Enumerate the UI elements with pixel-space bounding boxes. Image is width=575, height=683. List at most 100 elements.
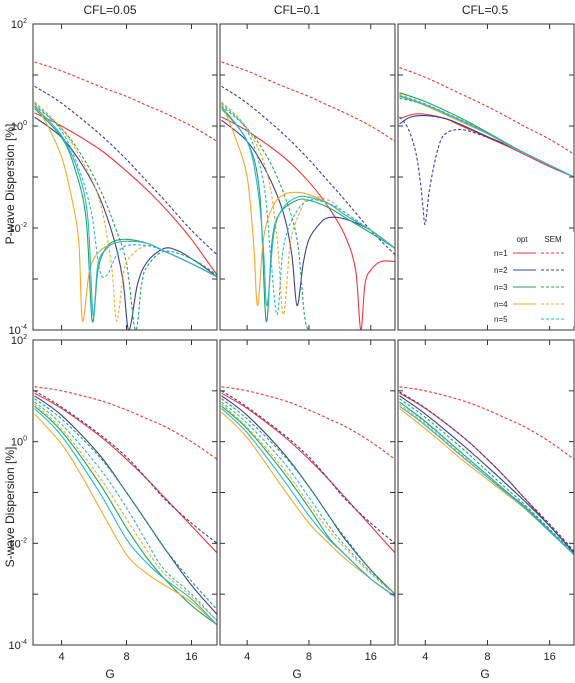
y-tick-exponent: -4: [21, 324, 27, 331]
x-axis-label-col3: G: [480, 667, 489, 681]
x-tick-label-4: 4: [58, 651, 64, 663]
y-tick-exponent: -4: [21, 639, 27, 646]
panel-4: 4 8 16 10-4 10-2 100 102: [9, 334, 218, 663]
series-n1-sem: [34, 386, 217, 460]
panel-3-series: [399, 67, 574, 226]
panel-1-series: [34, 61, 217, 330]
y-tick-label-1e-2: 10-2: [9, 222, 28, 235]
y-tick-exponent: 0: [23, 436, 27, 443]
series-n2-opt: [34, 116, 217, 330]
p-wave-ylabel: P-wave Dispersion [%]: [3, 124, 17, 245]
column-title-cfl-0-1: CFL=0.1: [274, 3, 321, 17]
series-n1-sem: [221, 386, 395, 460]
series-n4-opt: [34, 413, 217, 626]
x-tick-label-8: 8: [484, 651, 490, 663]
series-n3-opt: [221, 108, 395, 322]
legend-label-n2: n=2: [494, 266, 508, 275]
series-n3-sem: [221, 105, 395, 330]
legend-label-n5: n=5: [494, 315, 508, 324]
y-tick-label-1e-4: 10-4: [9, 639, 28, 652]
legend-label-n1: n=1: [494, 249, 508, 258]
column-title-cfl-0-05: CFL=0.05: [83, 3, 136, 17]
series-n1-opt: [221, 116, 395, 330]
series-n1-sem: [399, 386, 574, 460]
x-tick-label-8: 8: [123, 651, 129, 663]
series-n3-opt: [34, 108, 217, 323]
series-n3-sem: [221, 398, 395, 595]
series-n3-sem: [34, 105, 217, 330]
panel-1-frame: [32, 23, 218, 331]
x-tick-label-16: 16: [543, 651, 555, 663]
series-n5-sem: [399, 401, 574, 555]
panel-5: 4 8 16: [219, 339, 396, 663]
panel-6: 4 8 16: [397, 339, 575, 663]
y-tick-label-1e0: 100: [11, 436, 27, 449]
series-n5-opt: [221, 106, 395, 307]
column-title-cfl-0-5: CFL=0.5: [462, 3, 509, 17]
series-n4-opt: [221, 411, 395, 597]
x-tick-label-4: 4: [422, 651, 428, 663]
series-n2-opt: [221, 119, 395, 307]
y-tick-label-1e0: 100: [11, 120, 27, 133]
series-n2-sem: [221, 390, 395, 544]
panel-5-series: [221, 386, 395, 597]
s-wave-ylabel: S-wave Dispersion [%]: [3, 447, 17, 568]
y-tick-exponent: 2: [23, 18, 27, 25]
series-n1-opt: [34, 392, 217, 554]
x-tick-label-16: 16: [185, 651, 197, 663]
series-n4-sem: [34, 403, 217, 622]
series-n2-sem: [399, 391, 574, 552]
series-n4-opt: [220, 102, 395, 307]
legend: opt SEM n=1 n=2 n=3 n=4 n=5: [491, 232, 574, 326]
series-n2-opt: [399, 114, 574, 178]
series-n1-opt: [221, 392, 395, 554]
series-n5-sem: [221, 401, 395, 595]
series-n1-sem: [221, 61, 395, 142]
series-n3-sem: [399, 398, 574, 555]
series-n5-sem: [34, 401, 217, 622]
panel-4-frame: [32, 339, 218, 646]
series-n4-sem: [399, 403, 574, 556]
x-axis-label-col2: G: [292, 667, 301, 681]
series-n5-sem: [221, 102, 395, 316]
series-n4-sem: [34, 101, 217, 322]
x-tick-label-16: 16: [365, 651, 377, 663]
series-n1-sem: [34, 61, 217, 142]
series-n3-opt: [399, 401, 574, 555]
series-n5-sem: [34, 102, 217, 278]
y-tick-exponent: 2: [23, 334, 27, 341]
panel-6-frame: [397, 339, 575, 646]
series-n2-sem: [34, 85, 217, 256]
series-n4-sem: [221, 101, 395, 316]
legend-label-n4: n=4: [494, 300, 508, 309]
series-n5-sem: [399, 95, 574, 178]
panel-3: [397, 23, 575, 331]
panel-4-series: [34, 386, 217, 626]
series-n5-opt: [34, 408, 217, 626]
series-n3-sem: [34, 398, 217, 610]
panel-5-frame: [219, 339, 396, 646]
y-tick-label-1e2: 102: [11, 18, 27, 31]
series-n1-opt: [399, 113, 574, 178]
series-n2-sem: [221, 85, 395, 256]
panel-2-series: [220, 61, 395, 330]
legend-header-opt: opt: [516, 235, 528, 244]
y-tick-exponent: -2: [21, 222, 27, 229]
x-tick-label-4: 4: [244, 651, 250, 663]
panel-2: [219, 23, 396, 331]
series-n5-opt: [221, 408, 395, 597]
y-tick-exponent: -2: [21, 537, 27, 544]
panel-2-frame: [219, 23, 396, 331]
series-n1-sem: [399, 67, 574, 155]
legend-header-sem: SEM: [544, 235, 562, 244]
series-n2-opt: [221, 395, 395, 595]
y-tick-label-1e2: 102: [11, 334, 27, 347]
series-n4-sem: [221, 403, 395, 595]
legend-background: [491, 232, 574, 326]
series-n2-sem: [34, 390, 217, 544]
x-axis-label-col1: G: [105, 667, 114, 681]
series-n2-opt: [399, 395, 574, 554]
